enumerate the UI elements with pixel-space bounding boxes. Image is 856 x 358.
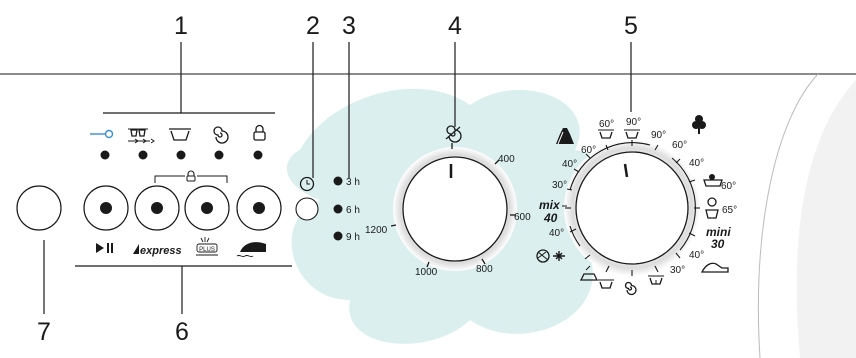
prewash-arrows-icon [128,128,155,144]
callout-leaders [43,42,632,314]
combination-bracket [154,170,228,183]
synthetic-flask-icon [556,128,574,145]
led-delay-3h [333,176,343,186]
program-mix-temp: 40 [543,211,558,225]
door-lock-icon [253,124,266,141]
temp-90-right: 90° [651,130,666,141]
led-wash [176,150,186,160]
baby-icon [705,197,719,219]
indicator-leds [100,150,263,160]
temp-60-right2: 60° [721,181,736,192]
temp-40-bottom-right: 40° [689,250,704,261]
easy-iron-button[interactable] [236,185,282,231]
rinse-tub-icon [579,265,599,281]
callout-5: 5 [624,12,638,40]
delay-label-3h: 3 h [346,177,360,188]
wash-top-icon [624,129,640,139]
delay-leds [333,176,343,241]
led-delay-9h [333,231,343,241]
spin-1200: 1200 [365,225,388,236]
led-door [253,150,263,160]
spin-600: 600 [514,212,531,223]
start-pause-button[interactable] [83,185,129,231]
temp-30-left: 30° [552,180,567,191]
temp-90-top: 90° [626,117,641,128]
start-pause-icon [96,243,113,253]
program-dial-ticks [565,140,700,276]
stain-plus-button[interactable] [184,185,230,231]
program-selector-knob[interactable] [564,140,700,276]
panel-right-curve [757,73,819,358]
led-spin [214,150,224,160]
program-mini-temp: 30 [711,237,725,251]
temp-30-bottom-right: 30° [670,265,685,276]
panel-right-shade [796,80,856,358]
key-lock-icon [90,129,114,139]
stain-plus-icon: PLUS [196,237,218,256]
callout-3: 3 [342,12,356,40]
callout-1: 1 [174,12,188,40]
temp-40-right: 40° [689,158,704,169]
sports-shoe-icon [700,262,729,273]
led-prewash [138,150,148,160]
temp-40-left: 40° [562,159,577,170]
temp-65-right: 65° [722,205,737,216]
wool-ball-icon [536,249,550,263]
delicate-flower-icon [703,174,723,187]
callout-4: 4 [448,12,462,40]
spin-speed-knob[interactable] [393,147,517,271]
express-label: express [140,245,182,257]
led-key [100,150,110,160]
delay-label-9h: 9 h [346,232,360,243]
led-delay-6h [333,204,343,214]
spin-dial-top-icon [445,125,462,143]
easy-iron-icon [236,242,266,258]
spin-400: 400 [498,154,515,165]
express-icon: express [133,244,182,257]
spin-800: 800 [476,264,493,275]
power-button[interactable] [16,185,62,231]
delay-label-6h: 6 h [346,205,360,216]
hand-wash-icon [553,251,565,261]
clock-icon [299,176,315,192]
drain-icon [648,275,664,285]
spin-bottom-icon [624,281,637,296]
temp-40-bottom-left: 40° [549,228,564,239]
express-button[interactable] [134,185,180,231]
callout-6: 6 [175,318,189,346]
temp-60-right: 60° [672,140,687,151]
tub-bottom-icon [598,279,614,289]
spin-spiral-icon [213,126,229,144]
program-mini-label: mini [706,225,731,239]
delay-start-button[interactable] [295,197,319,221]
callout-7: 7 [37,318,51,346]
temp-60-left: 60° [581,145,596,156]
cotton-flower-icon [692,115,706,134]
temp-60-top: 60° [599,119,614,130]
program-mix-label: mix [539,198,561,212]
plus-label: PLUS [199,247,215,253]
wash-tub-icon [169,128,191,141]
spin-1000: 1000 [415,267,438,278]
spin-speed-ticks [390,143,516,268]
callout-2: 2 [306,12,320,40]
prewash-top-icon [598,129,614,139]
